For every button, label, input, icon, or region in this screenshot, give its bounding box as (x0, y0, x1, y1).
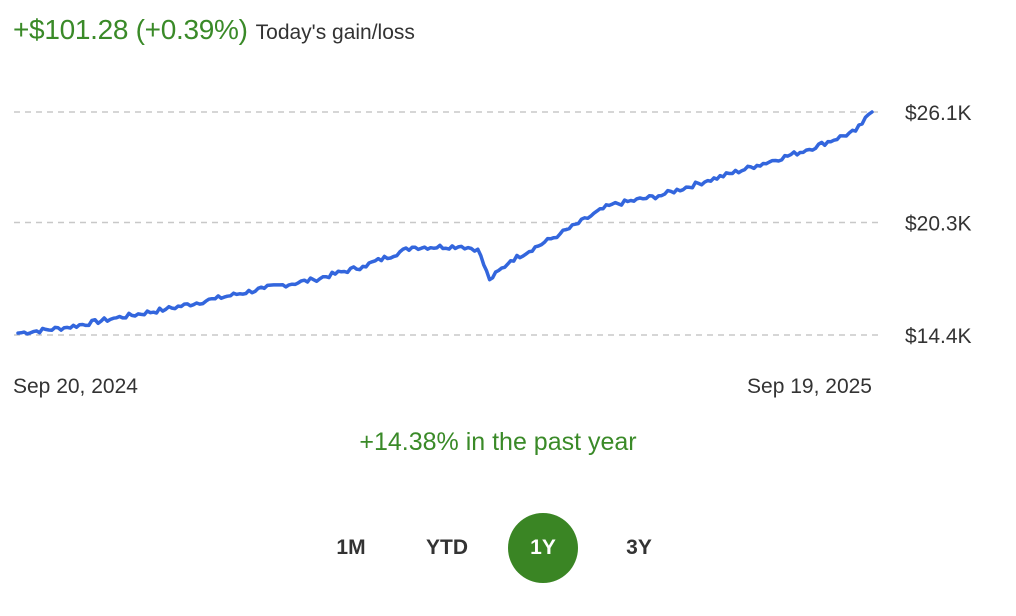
range-button-ytd[interactable]: YTD (426, 536, 468, 559)
header: +$101.28 (+0.39%) Today's gain/loss (13, 14, 415, 46)
series-line (16, 110, 874, 336)
y-tick-labels: $26.1K $20.3K $14.4K (905, 102, 972, 348)
x-tick-label: Sep 20, 2024 (13, 375, 138, 398)
range-button-1y[interactable]: 1Y (508, 513, 578, 583)
performance-chart: $26.1K $20.3K $14.4K Sep 20, 2024 Sep 19, 2… (13, 102, 972, 398)
x-tick-label: Sep 19, 2025 (747, 375, 872, 398)
range-button-3y[interactable]: 3Y (626, 536, 652, 559)
todays-gain-label: Today's gain/loss (255, 21, 415, 44)
todays-gain-value: +$101.28 (+0.39%) (13, 14, 248, 45)
y-tick-label: $20.3K (905, 213, 972, 236)
y-tick-label: $14.4K (905, 325, 972, 348)
y-tick-label: $26.1K (905, 102, 972, 125)
x-tick-labels: Sep 20, 2024 Sep 19, 2025 (13, 375, 872, 398)
range-button-1m[interactable]: 1M (336, 536, 366, 559)
time-range-selector: 1M YTD 1Y 3Y (316, 513, 700, 583)
period-change-summary: +14.38% in the past year (359, 428, 637, 456)
gridlines (14, 111, 880, 336)
